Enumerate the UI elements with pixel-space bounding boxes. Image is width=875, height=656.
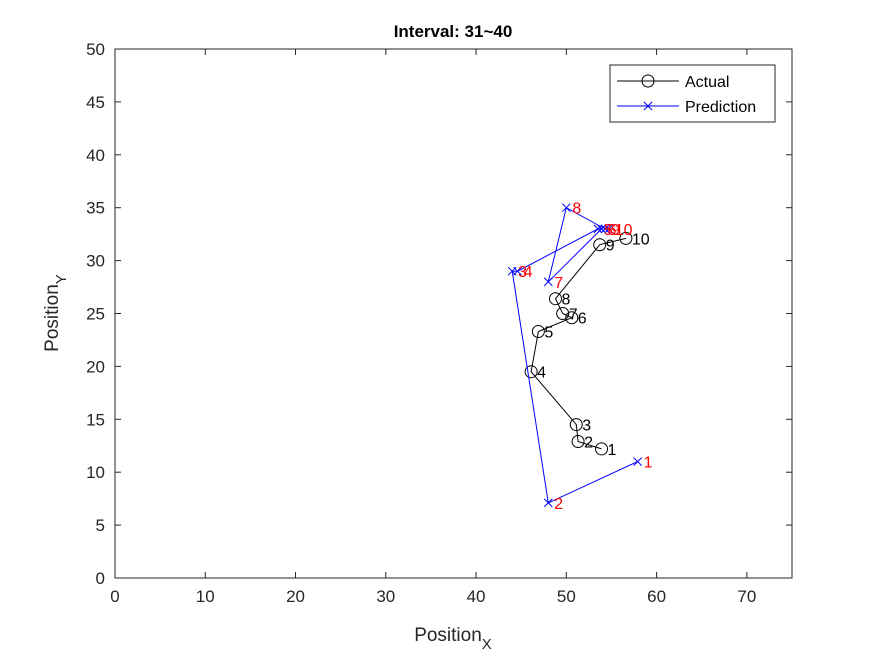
series-actual-point (549, 292, 563, 306)
series-prediction-point (604, 224, 614, 234)
series-actual-line (530, 237, 627, 450)
series-prediction-point-label: 9 (611, 222, 620, 239)
x-tick-label: 10 (196, 587, 215, 606)
series-prediction-point-label: 1 (644, 455, 653, 472)
y-tick-label: 15 (86, 410, 105, 429)
legend-prediction-marker (643, 101, 653, 111)
y-tick-label: 25 (86, 305, 105, 324)
series-prediction-point-label: 10 (615, 222, 633, 239)
series-prediction-point (597, 224, 606, 234)
x-axis-label-main: Position (414, 625, 482, 646)
y-axis-label: PositionY (42, 274, 70, 352)
series-prediction-point (633, 457, 642, 466)
series-actual-point (569, 418, 583, 432)
x-tick-label: 60 (647, 587, 666, 606)
legend: Actual Prediction (609, 64, 776, 123)
series-actual-point-label: 9 (606, 238, 615, 255)
series-actual-point-label: 8 (562, 292, 571, 309)
legend-actual-marker (641, 74, 655, 88)
series-prediction-point-label: 2 (554, 496, 563, 513)
x-tick-label: 20 (286, 587, 305, 606)
legend-actual-label: Actual (685, 74, 729, 91)
series-actual-point-label: 6 (578, 311, 587, 328)
y-tick-label: 20 (86, 357, 105, 376)
y-tick-label: 30 (86, 252, 105, 271)
y-axis-label-subscript: Y (53, 274, 70, 284)
series-actual-point (619, 231, 633, 245)
series-prediction-point-label: 3 (518, 264, 527, 281)
y-tick-label: 50 (86, 40, 105, 59)
series-actual-point-label: 2 (584, 435, 593, 452)
x-axis-label: PositionX (414, 625, 492, 653)
series-prediction-point-label: 8 (572, 201, 581, 218)
series-prediction-point (543, 277, 553, 287)
series-prediction-point (600, 224, 610, 234)
x-tick-label: 30 (376, 587, 395, 606)
y-tick-label: 10 (86, 463, 105, 482)
series-prediction-point-label: 7 (554, 275, 563, 292)
y-tick-label: 35 (86, 199, 105, 218)
series-prediction-point (513, 266, 522, 276)
chart-title: Interval: 31~40 (394, 22, 513, 41)
series-actual-point (565, 311, 579, 325)
x-tick-label: 0 (110, 587, 119, 606)
y-tick-label: 0 (96, 569, 105, 588)
series-actual-point (595, 442, 609, 456)
series-prediction-point-label: 5 (604, 222, 613, 239)
x-axis-label-subscript: X (482, 636, 492, 653)
series-actual-point (556, 307, 570, 320)
series-actual-point-label: 1 (608, 442, 617, 459)
x-tick-label: 70 (737, 587, 756, 606)
series-prediction-line (511, 206, 638, 504)
series-actual-point-label: 3 (582, 418, 591, 435)
series-prediction-point (543, 498, 553, 508)
y-tick-label: 40 (86, 146, 105, 165)
y-tick-label: 5 (96, 516, 105, 535)
series-prediction-point-label: 6 (608, 222, 617, 239)
legend-prediction-label: Prediction (685, 99, 756, 116)
x-tick-label: 40 (467, 587, 486, 606)
series-actual-point (593, 238, 607, 252)
series-prediction-point-label: 4 (524, 264, 533, 281)
series-prediction-point (593, 224, 603, 234)
y-tick-label: 45 (86, 93, 105, 112)
series-actual-point (531, 324, 545, 338)
series-actual-point (524, 365, 538, 379)
y-axis-label-main: Position (42, 284, 63, 352)
series-actual-point-label: 7 (569, 307, 578, 324)
series-prediction-point (561, 203, 571, 213)
x-tick-label: 50 (557, 587, 576, 606)
series-layer (507, 203, 642, 508)
plot-area (114, 48, 793, 579)
series-actual-point-label: 4 (537, 365, 546, 382)
series-actual-point-label: 10 (632, 231, 650, 248)
series-actual-point-label: 5 (544, 324, 553, 341)
series-actual-point (571, 435, 585, 449)
legend-box (609, 64, 776, 123)
